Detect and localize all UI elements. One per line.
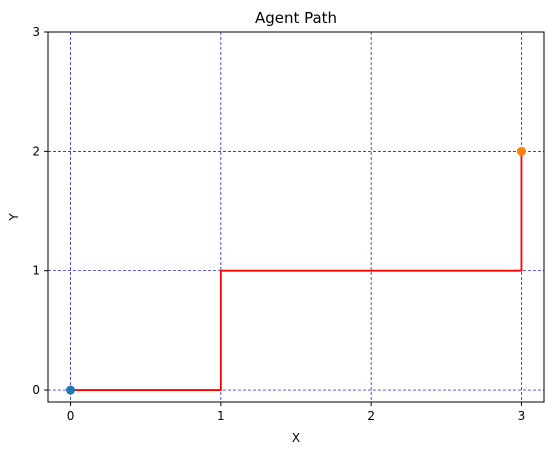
end-point [516,146,526,156]
agent-path-line [70,151,523,391]
x-tick-label-0: 0 [67,409,75,423]
ticks: 0 1 2 3 0 1 2 3 [32,25,525,423]
marks [66,146,526,395]
x-tick-label-3: 3 [518,409,526,423]
x-tick-label-1: 1 [217,409,225,423]
y-tick-label-3: 3 [32,25,40,39]
x-axis-label: X [292,431,300,445]
y-tick-label-2: 2 [32,144,40,158]
x-tick-label-2: 2 [367,409,375,423]
plot-area [47,31,545,403]
chart-title: Agent Path [255,9,337,27]
y-tick-label-1: 1 [32,264,40,278]
y-axis-label: Y [7,213,21,222]
start-point [66,385,76,395]
y-tick-label-0: 0 [32,383,40,397]
